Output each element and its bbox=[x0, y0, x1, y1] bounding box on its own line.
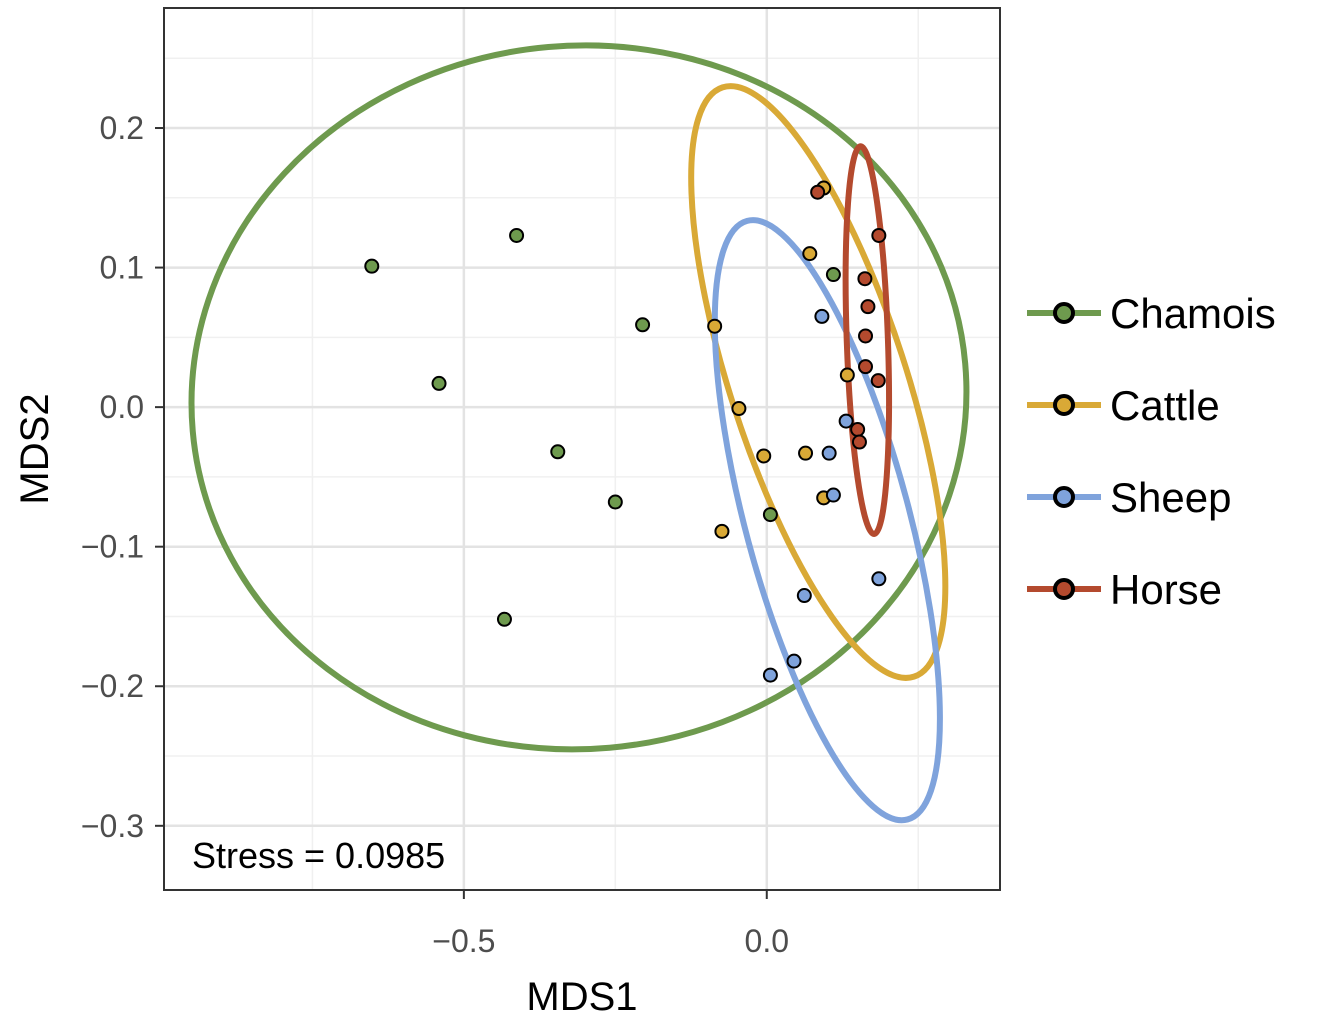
point-chamois bbox=[364, 258, 380, 274]
point-sheep bbox=[825, 487, 841, 503]
point-horse bbox=[870, 373, 886, 389]
x-axis-title: MDS1 bbox=[526, 975, 637, 1014]
legend-key-point bbox=[1053, 486, 1075, 508]
point-cattle bbox=[802, 246, 818, 262]
legend-label: Chamois bbox=[1110, 290, 1276, 337]
legend-item-horse: Horse bbox=[1027, 566, 1222, 613]
point-sheep bbox=[762, 667, 778, 683]
axes: −0.5 0.0 0.2 0.1 0.0 −0.1 −0.2 −0.3 bbox=[81, 110, 789, 959]
point-chamois bbox=[509, 227, 525, 243]
legend-label: Sheep bbox=[1110, 474, 1231, 521]
legend-key-point bbox=[1053, 302, 1075, 324]
point-horse bbox=[858, 359, 874, 375]
point-sheep bbox=[814, 308, 830, 324]
legend-key-point bbox=[1053, 578, 1075, 600]
point-cattle bbox=[839, 367, 855, 383]
legend-label: Cattle bbox=[1110, 382, 1220, 429]
x-tick-label: 0.0 bbox=[745, 923, 789, 959]
confidence-ellipses bbox=[188, 42, 970, 824]
point-chamois bbox=[431, 375, 447, 391]
legend-key-point bbox=[1053, 394, 1075, 416]
point-sheep bbox=[821, 445, 837, 461]
point-sheep bbox=[786, 653, 802, 669]
point-horse bbox=[857, 271, 873, 287]
point-chamois bbox=[762, 507, 778, 523]
point-chamois bbox=[635, 317, 651, 333]
point-chamois bbox=[550, 444, 566, 460]
y-tick-label: 0.0 bbox=[100, 389, 144, 425]
point-cattle bbox=[731, 401, 747, 417]
point-horse bbox=[850, 421, 866, 437]
y-tick-label: −0.2 bbox=[81, 668, 144, 704]
point-horse bbox=[851, 434, 867, 450]
point-chamois bbox=[825, 267, 841, 283]
point-cattle bbox=[756, 448, 772, 464]
y-tick-label: 0.1 bbox=[100, 250, 144, 286]
legend-item-cattle: Cattle bbox=[1027, 382, 1220, 429]
point-sheep bbox=[871, 571, 887, 587]
point-horse bbox=[871, 227, 887, 243]
point-horse bbox=[858, 328, 874, 344]
point-cattle bbox=[707, 318, 723, 334]
legend-label: Horse bbox=[1110, 566, 1222, 613]
y-tick-label: 0.2 bbox=[100, 110, 144, 146]
legend-item-chamois: Chamois bbox=[1027, 290, 1276, 337]
grid-lines bbox=[164, 8, 1000, 890]
point-chamois bbox=[496, 611, 512, 627]
point-horse bbox=[860, 299, 876, 315]
y-tick-label: −0.1 bbox=[81, 529, 144, 565]
ellipse-horse bbox=[842, 143, 892, 538]
point-cattle bbox=[798, 445, 814, 461]
ellipse-chamois bbox=[188, 42, 970, 753]
point-cattle bbox=[714, 523, 730, 539]
point-sheep bbox=[796, 588, 812, 604]
ellipse-cattle bbox=[688, 83, 949, 681]
plot-panel-border bbox=[163, 7, 1001, 891]
x-tick-label: −0.5 bbox=[432, 923, 495, 959]
stress-annotation: Stress = 0.0985 bbox=[192, 835, 445, 876]
point-chamois bbox=[607, 494, 623, 510]
data-points bbox=[364, 180, 887, 683]
y-tick-label: −0.3 bbox=[81, 808, 144, 844]
point-horse bbox=[810, 184, 826, 200]
legend-item-sheep: Sheep bbox=[1027, 474, 1231, 521]
legend: Chamois Cattle Sheep Horse bbox=[1027, 290, 1276, 613]
y-axis-title: MDS2 bbox=[13, 393, 57, 504]
point-sheep bbox=[838, 413, 854, 429]
ellipse-sheep bbox=[711, 217, 943, 824]
